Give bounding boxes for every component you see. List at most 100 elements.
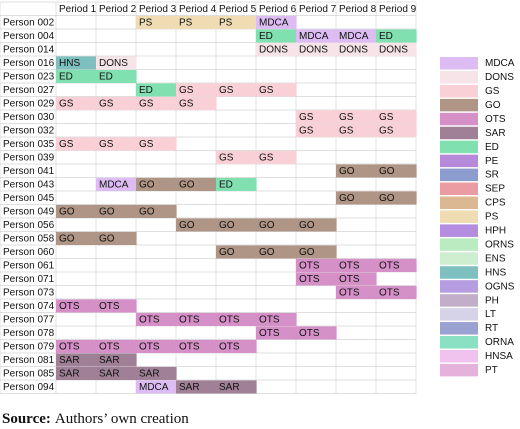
legend-label: PH [485,295,499,306]
cell-code: OTS [339,287,360,298]
cell-fill [256,42,297,56]
column-header: Period 6 [259,4,297,15]
person-label: Person 014 [3,44,55,55]
cell-fill [96,69,137,83]
legend-swatch [440,336,478,349]
cell-fill [136,137,177,151]
cell-fill [216,339,257,353]
cell-code: OTS [99,341,120,352]
cell-code: GS [299,112,314,123]
legend-swatch [440,322,478,335]
legend-swatch [440,196,478,209]
person-label: Person 077 [3,314,55,325]
column-header: Period 7 [299,4,337,15]
cell-code: DONS [379,44,408,55]
person-label: Person 004 [3,31,55,42]
cell-code: GS [259,152,274,163]
cell-fill [296,110,337,124]
cell-fill [56,366,97,380]
cell-code: PS [219,17,233,28]
cell-code: GO [379,193,395,204]
cell-code: GO [339,166,355,177]
cell-fill [296,272,337,286]
cell-fill [136,15,177,29]
legend-label: OTS [485,114,506,125]
legend-label: PS [485,212,499,223]
cell-code: GS [139,98,154,109]
cell-code: ED [59,71,73,82]
cell-code: OTS [139,341,160,352]
cell-code: HNS [59,58,80,69]
cell-code: GO [99,233,115,244]
legend-label: RT [485,323,498,334]
cell-code: GS [99,98,114,109]
legend-swatch [440,182,478,196]
cell-fill [56,69,97,83]
cell-code: GO [179,179,195,190]
cell-fill [336,42,377,56]
cell-code: GS [379,125,394,136]
legend-label: PE [485,156,499,167]
cell-fill [96,137,137,151]
person-label: Person 085 [3,368,55,379]
cell-fill [136,204,177,218]
cell-fill [136,366,177,380]
legend-label: PT [485,365,498,376]
legend-label: HPH [485,226,506,237]
cell-fill [256,29,297,43]
person-label: Person 029 [3,98,55,109]
cell-code: OTS [379,287,400,298]
cell-fill [256,83,297,97]
cell-fill [376,191,417,205]
legend-swatch [440,210,478,223]
cell-fill [56,231,97,245]
cell-fill [256,326,297,340]
column-header: Period 5 [219,4,257,15]
cell-code: GS [339,112,354,123]
cell-fill [96,56,137,70]
cell-fill [176,380,217,394]
legend-swatch [440,363,478,377]
cell-fill [336,285,377,299]
legend-swatch [440,252,478,265]
caption: Source: Authors’ own creation [2,411,189,427]
cell-code: GS [259,85,274,96]
person-label: Person 071 [3,274,55,285]
cell-code: OTS [339,260,360,271]
cell-code: OTS [379,260,400,271]
legend-swatch [440,308,478,321]
cell-code: ED [259,31,273,42]
cell-code: OTS [299,260,320,271]
cell-fill [136,177,177,191]
cell-code: DONS [339,44,368,55]
cell-code: SAR [99,368,120,379]
cell-code: GO [339,193,355,204]
cell-code: GO [219,247,235,258]
cell-fill [136,339,177,353]
cell-fill [336,110,377,124]
person-label: Person 030 [3,112,55,123]
cell-code: SAR [179,382,200,393]
cell-code: GS [219,85,234,96]
cell-fill [176,312,217,326]
cell-fill [256,15,297,29]
legend-swatch [440,126,478,140]
column-header: Period 2 [99,4,137,15]
legend-swatch [440,349,478,363]
legend-label: CPS [485,198,506,209]
person-label: Person 049 [3,206,55,217]
cell-code: SAR [139,368,160,379]
cell-fill [376,285,417,299]
legend-swatch [440,140,478,154]
person-label: Person 060 [3,247,55,258]
cell-code: GS [59,98,74,109]
legend-label: ORNS [485,239,514,250]
cell-fill [96,366,137,380]
cell-code: OTS [299,328,320,339]
legend-swatch [440,57,478,70]
legend-label: ED [485,142,499,153]
cell-fill [376,123,417,137]
cell-fill [376,164,417,178]
cell-code: OTS [339,274,360,285]
cell-code: GO [299,220,315,231]
